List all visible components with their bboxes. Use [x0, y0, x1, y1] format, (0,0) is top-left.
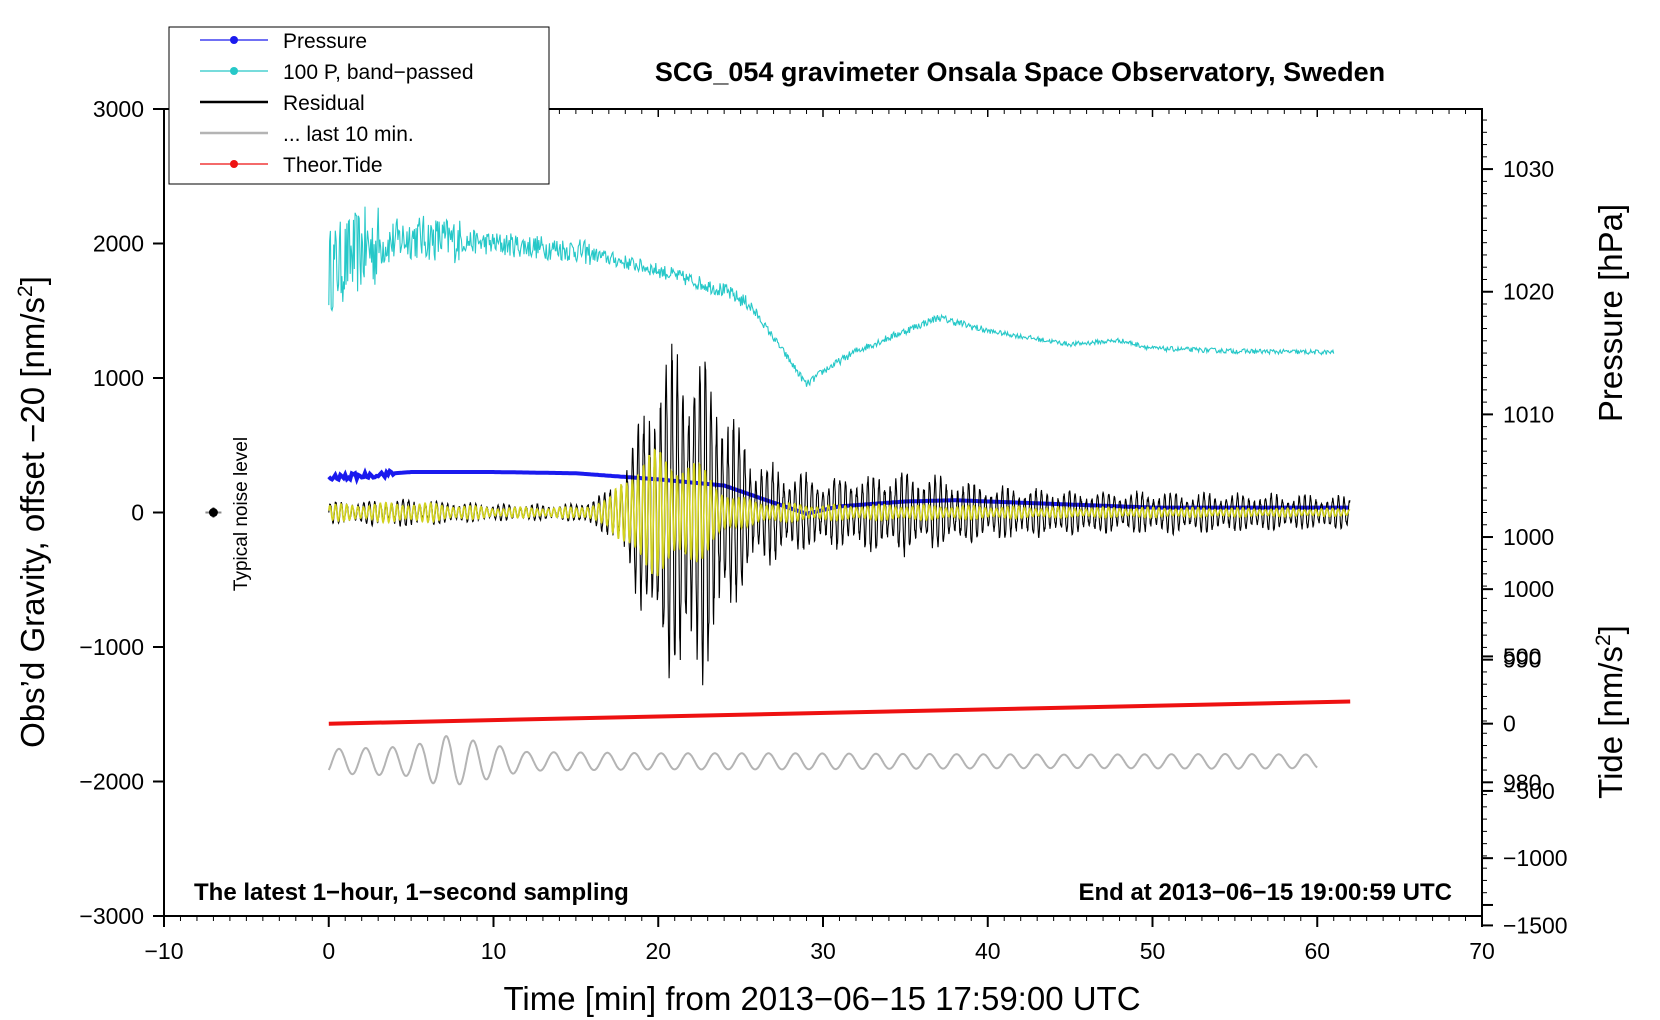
pressure-tick-label: 1020	[1503, 279, 1554, 305]
sampling-note: The latest 1−hour, 1−second sampling	[194, 879, 629, 906]
legend-label: Theor.Tide	[283, 154, 383, 177]
legend-label: Residual	[283, 92, 365, 115]
tide-tick-label: 0	[1503, 711, 1516, 737]
legend-box	[168, 26, 550, 185]
legend-label: ... last 10 min.	[283, 123, 414, 146]
series-theoretical-tide-line	[328, 699, 1351, 726]
y-tick-label: −2000	[79, 769, 144, 795]
y-tick-label: −3000	[79, 903, 144, 929]
series-filtered-residual-line	[328, 448, 1351, 577]
series-residual-line	[328, 343, 1351, 686]
legend-marker	[230, 67, 238, 75]
series-last-10-min-line	[327, 734, 1318, 786]
chart-title: SCG_054 gravimeter Onsala Space Observat…	[655, 57, 1385, 87]
tide-tick-label: −1000	[1503, 845, 1568, 871]
pressure-tick-label: 980	[1503, 769, 1541, 795]
y-tick-label: 0	[131, 500, 144, 526]
x-tick-label: 20	[645, 938, 671, 964]
y-axis-title: Obs’d Gravity, offset −20 [nm/s2]	[14, 276, 51, 748]
noise-label: Typical noise level	[231, 437, 252, 591]
tide-tick-label: 1000	[1503, 576, 1554, 602]
pressure-tick-label: 1010	[1503, 401, 1554, 427]
pressure-tick-label: 1030	[1503, 156, 1554, 182]
x-tick-label: 30	[810, 938, 836, 964]
y-tick-label: 2000	[93, 231, 144, 257]
tide-tick-label: −1500	[1503, 912, 1568, 938]
x-tick-label: 50	[1140, 938, 1166, 964]
legend-marker	[230, 36, 238, 44]
x-tick-label: 40	[975, 938, 1001, 964]
x-tick-label: 70	[1469, 938, 1495, 964]
legend-label: 100 P, band−passed	[283, 61, 474, 84]
y-tick-label: 1000	[93, 365, 144, 391]
end-time-note: End at 2013−06−15 19:00:59 UTC	[1078, 879, 1452, 906]
legend-label: Pressure	[283, 30, 367, 53]
pressure-axis-title: Pressure [hPa]	[1592, 204, 1629, 422]
pressure-tick-label: 1000	[1503, 524, 1554, 550]
legend: Pressure 100 P, band−passed Residual ... la…	[168, 26, 550, 185]
x-tick-label: 0	[322, 938, 335, 964]
series-band-passed-pressure-line	[328, 206, 1335, 387]
x-axis-title: Time [min] from 2013−06−15 17:59:00 UTC	[503, 980, 1140, 1017]
x-tick-label: 60	[1304, 938, 1330, 964]
tide-tick-label: −500	[1503, 778, 1555, 804]
pressure-tick-label: 990	[1503, 647, 1541, 673]
x-tick-label: −10	[144, 938, 183, 964]
y-tick-label: 3000	[93, 96, 144, 122]
x-tick-label: 10	[481, 938, 507, 964]
legend-marker	[230, 160, 238, 168]
tide-tick-label: 500	[1503, 643, 1541, 669]
y-tick-label: −1000	[79, 634, 144, 660]
noise-point	[208, 508, 218, 517]
noise-indicator	[205, 507, 222, 518]
tide-axis-title: Tide [nm/s2]	[1592, 625, 1629, 799]
